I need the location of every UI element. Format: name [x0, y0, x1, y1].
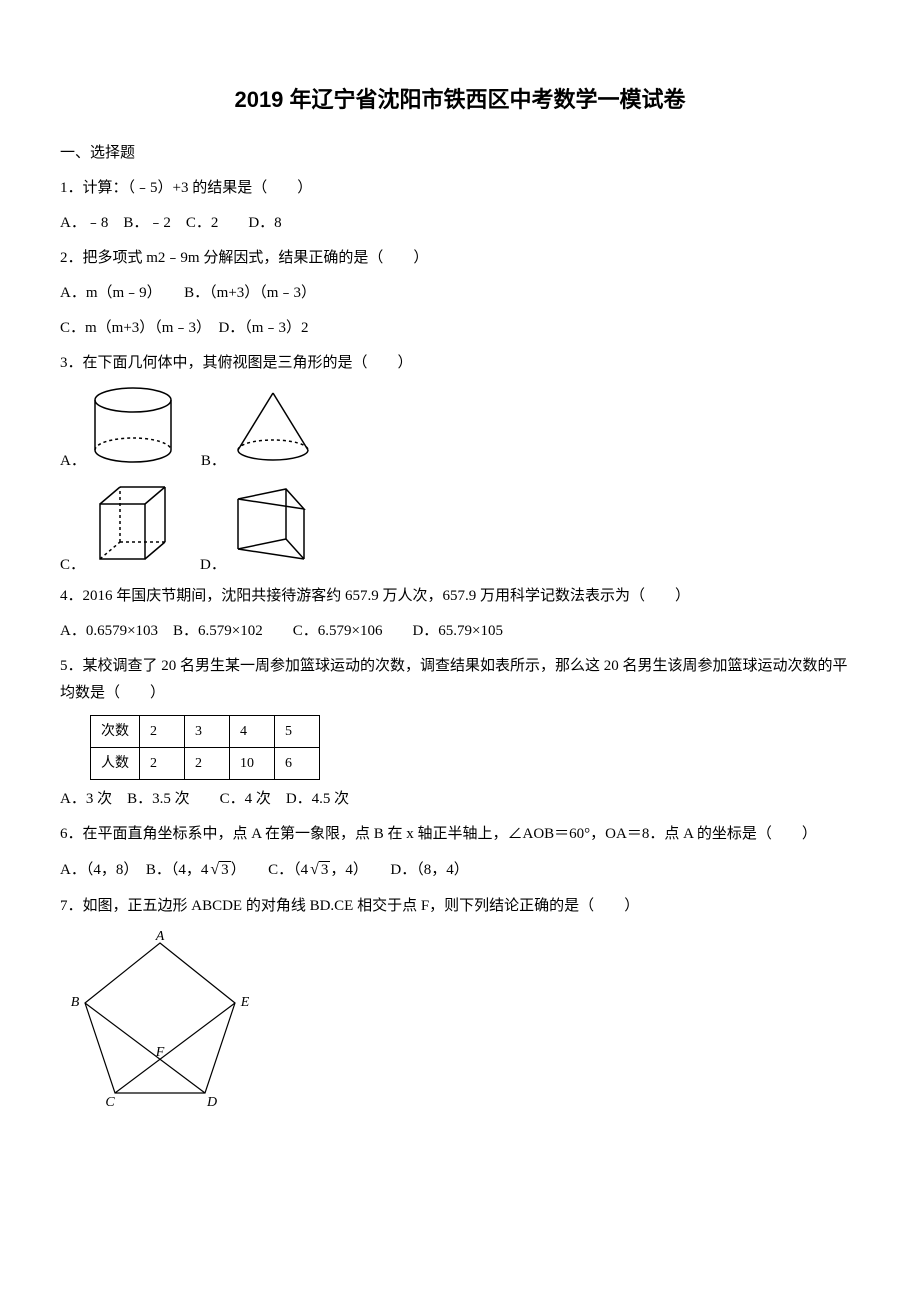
svg-text:E: E	[240, 995, 250, 1010]
option-3a-label: A．	[60, 448, 86, 475]
question-3: 3．在下面几何体中，其俯视图是三角形的是（ ）	[60, 350, 860, 377]
option-3b: B．	[201, 385, 321, 475]
cone-icon	[226, 385, 321, 475]
sqrt-icon: √3	[308, 856, 330, 885]
section-header-1: 一、选择题	[60, 140, 860, 167]
question-5-options: A．3 次 B．3.5 次 C．4 次 D．4.5 次	[60, 786, 860, 813]
prism-icon	[226, 479, 321, 579]
option-3d: D．	[200, 479, 321, 579]
question-4: 4．2016 年国庆节期间，沈阳共接待游客约 657.9 万人次，657.9 万…	[60, 583, 860, 610]
option-3a: A．	[60, 385, 181, 475]
option-3c-label: C．	[60, 552, 85, 579]
cylinder-icon	[86, 385, 181, 475]
option-6-part1: A．（4，8） B．（4，4	[60, 862, 208, 878]
table-cell: 次数	[91, 715, 140, 747]
question-2-options-1: A．m（m﹣9） B．（m+3）（m﹣3）	[60, 280, 860, 307]
svg-text:A: A	[155, 929, 165, 944]
table-cell: 2	[185, 747, 230, 779]
table-cell: 10	[230, 747, 275, 779]
question-3-row-1: A． B．	[60, 385, 860, 475]
option-6-part3: ，4） D．（8，4）	[330, 862, 468, 878]
question-2: 2．把多项式 m2﹣9m 分解因式，结果正确的是（ ）	[60, 245, 860, 272]
table-cell: 5	[275, 715, 320, 747]
question-1-options: A．﹣8 B．﹣2 C．2 D．8	[60, 210, 860, 237]
option-3b-label: B．	[201, 448, 226, 475]
table-row: 次数 2 3 4 5	[91, 715, 320, 747]
svg-text:B: B	[71, 995, 80, 1010]
question-5-table: 次数 2 3 4 5 人数 2 2 10 6	[90, 715, 320, 780]
option-3d-label: D．	[200, 552, 226, 579]
svg-text:C: C	[105, 1095, 115, 1108]
sqrt-icon: √3	[208, 856, 230, 885]
table-cell: 4	[230, 715, 275, 747]
table-cell: 6	[275, 747, 320, 779]
question-1: 1．计算：（﹣5）+3 的结果是（ ）	[60, 175, 860, 202]
table-cell: 2	[140, 747, 185, 779]
option-6-part2: ） C．（4	[231, 862, 309, 878]
question-6: 6．在平面直角坐标系中，点 A 在第一象限，点 B 在 x 轴正半轴上，∠AOB…	[60, 821, 860, 848]
pentagon-figure: A B C D E F	[60, 928, 860, 1118]
question-7: 7．如图，正五边形 ABCDE 的对角线 BD.CE 相交于点 F，则下列结论正…	[60, 893, 860, 920]
question-4-options: A．0.6579×103 B．6.579×102 C．6.579×106 D．6…	[60, 618, 860, 645]
table-row: 人数 2 2 10 6	[91, 747, 320, 779]
table-cell: 人数	[91, 747, 140, 779]
table-cell: 3	[185, 715, 230, 747]
option-3c: C．	[60, 479, 180, 579]
cube-icon	[85, 479, 180, 579]
svg-text:D: D	[206, 1095, 217, 1108]
question-5: 5．某校调查了 20 名男生某一周参加篮球运动的次数，调查结果如表所示，那么这 …	[60, 653, 860, 707]
question-3-row-2: C． D．	[60, 479, 860, 579]
table-cell: 2	[140, 715, 185, 747]
question-6-options: A．（4，8） B．（4，4√3） C．（4√3，4） D．（8，4）	[60, 856, 860, 885]
svg-text:F: F	[155, 1045, 165, 1060]
page-title: 2019 年辽宁省沈阳市铁西区中考数学一模试卷	[60, 80, 860, 120]
question-2-options-2: C．m（m+3）（m﹣3） D．（m﹣3）2	[60, 315, 860, 342]
